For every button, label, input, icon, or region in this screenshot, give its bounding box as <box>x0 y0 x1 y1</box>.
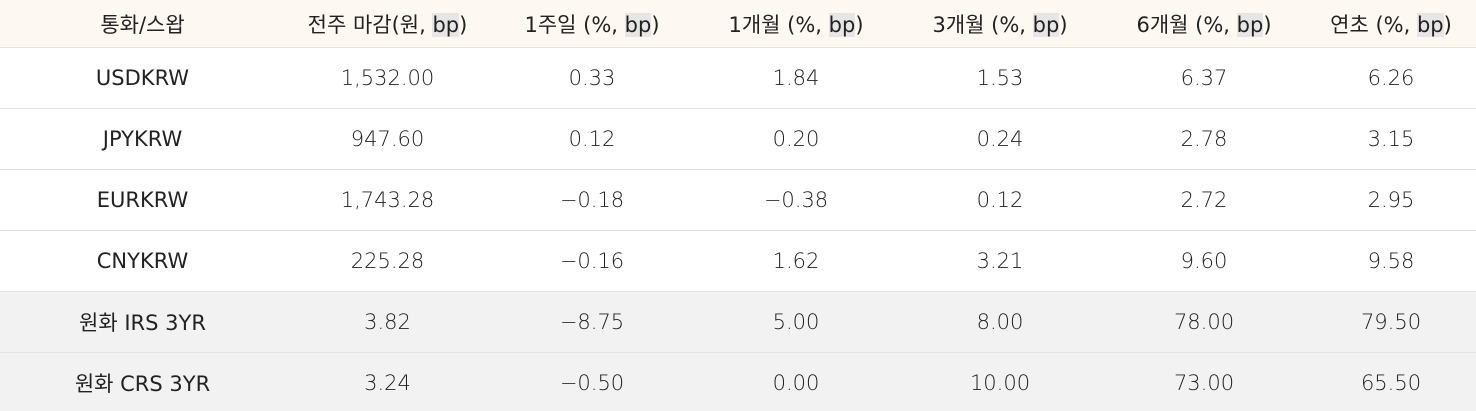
table-body: USDKRW 1,532.00 0.33 1.84 1.53 6.37 6.26 JPYKRW… <box>0 47 1476 411</box>
cell: 0.12 <box>490 108 694 170</box>
column-header: 3개월 (%, bp) <box>898 0 1102 48</box>
cell: 2.95 <box>1306 169 1476 231</box>
cell: 10.00 <box>898 352 1102 411</box>
cell: −0.50 <box>490 352 694 411</box>
cell: 0.12 <box>898 169 1102 231</box>
cell: 73.00 <box>1102 352 1306 411</box>
cell: −0.38 <box>694 169 898 231</box>
cell: 1.53 <box>898 47 1102 109</box>
table-row: CNYKRW 225.28 −0.16 1.62 3.21 9.60 9.58 <box>0 230 1476 292</box>
cell: −8.75 <box>490 291 694 353</box>
cell: 1.84 <box>694 47 898 109</box>
cell: 8.00 <box>898 291 1102 353</box>
row-label: JPYKRW <box>0 108 285 170</box>
table-row: USDKRW 1,532.00 0.33 1.84 1.53 6.37 6.26 <box>0 47 1476 109</box>
cell: 3.15 <box>1306 108 1476 170</box>
cell: 65.50 <box>1306 352 1476 411</box>
row-label: 원화 CRS 3YR <box>0 352 285 411</box>
column-header: 1주일 (%, bp) <box>490 0 694 48</box>
cell: 1,532.00 <box>285 47 490 109</box>
row-label: USDKRW <box>0 47 285 109</box>
cell: 3.21 <box>898 230 1102 292</box>
cell: 0.24 <box>898 108 1102 170</box>
cell: 1.62 <box>694 230 898 292</box>
column-header: 1개월 (%, bp) <box>694 0 898 48</box>
cell: 6.26 <box>1306 47 1476 109</box>
column-header: 연초 (%, bp) <box>1306 0 1476 48</box>
column-header: 전주 마감(원, bp) <box>285 0 490 48</box>
cell: −0.18 <box>490 169 694 231</box>
table-row: 원화 CRS 3YR 3.24 −0.50 0.00 10.00 73.00 65.50 <box>0 352 1476 411</box>
cell: 0.00 <box>694 352 898 411</box>
column-header: 통화/스왑 <box>0 0 285 48</box>
cell: 3.82 <box>285 291 490 353</box>
cell: 225.28 <box>285 230 490 292</box>
cell: 79.50 <box>1306 291 1476 353</box>
cell: −0.16 <box>490 230 694 292</box>
cell: 9.58 <box>1306 230 1476 292</box>
cell: 0.20 <box>694 108 898 170</box>
column-header: 6개월 (%, bp) <box>1102 0 1306 48</box>
cell: 6.37 <box>1102 47 1306 109</box>
row-label: 원화 IRS 3YR <box>0 291 285 353</box>
cell: 9.60 <box>1102 230 1306 292</box>
cell: 947.60 <box>285 108 490 170</box>
cell: 78.00 <box>1102 291 1306 353</box>
table-row: JPYKRW 947.60 0.12 0.20 0.24 2.78 3.15 <box>0 108 1476 170</box>
row-label: CNYKRW <box>0 230 285 292</box>
cell: 3.24 <box>285 352 490 411</box>
cell: 2.78 <box>1102 108 1306 170</box>
table-row: EURKRW 1,743.28 −0.18 −0.38 0.12 2.72 2.95 <box>0 169 1476 231</box>
header-row: 통화/스왑 전주 마감(원, bp) 1주일 (%, bp) 1개월 (%, bp) 3… <box>0 0 1476 48</box>
cell: 1,743.28 <box>285 169 490 231</box>
row-label: EURKRW <box>0 169 285 231</box>
cell: 5.00 <box>694 291 898 353</box>
cell: 2.72 <box>1102 169 1306 231</box>
table-row: 원화 IRS 3YR 3.82 −8.75 5.00 8.00 78.00 79.50 <box>0 291 1476 353</box>
cell: 0.33 <box>490 47 694 109</box>
